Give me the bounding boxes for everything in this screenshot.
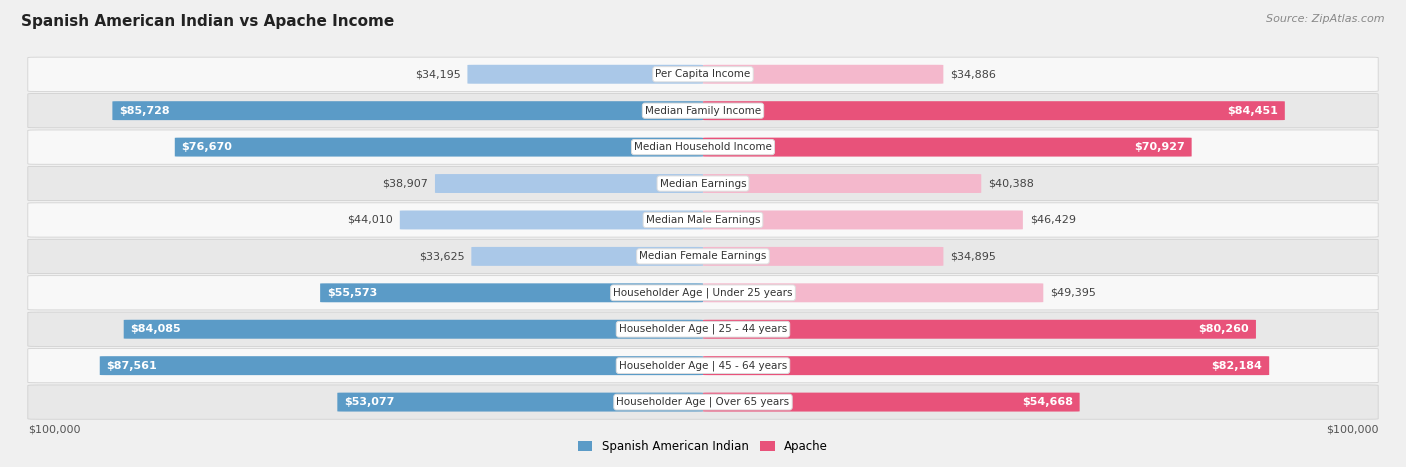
Text: $34,895: $34,895 bbox=[950, 251, 997, 262]
Legend: Spanish American Indian, Apache: Spanish American Indian, Apache bbox=[574, 436, 832, 458]
FancyBboxPatch shape bbox=[703, 65, 943, 84]
Text: $85,728: $85,728 bbox=[120, 106, 170, 116]
FancyBboxPatch shape bbox=[703, 356, 1270, 375]
Text: $80,260: $80,260 bbox=[1198, 324, 1249, 334]
FancyBboxPatch shape bbox=[28, 203, 1378, 237]
Text: $44,010: $44,010 bbox=[347, 215, 392, 225]
Text: $70,927: $70,927 bbox=[1135, 142, 1185, 152]
Text: $34,195: $34,195 bbox=[415, 69, 461, 79]
FancyBboxPatch shape bbox=[100, 356, 703, 375]
Text: Householder Age | Over 65 years: Householder Age | Over 65 years bbox=[616, 397, 790, 407]
FancyBboxPatch shape bbox=[28, 130, 1378, 164]
Text: Householder Age | Under 25 years: Householder Age | Under 25 years bbox=[613, 288, 793, 298]
FancyBboxPatch shape bbox=[28, 385, 1378, 419]
Text: $40,388: $40,388 bbox=[988, 178, 1033, 189]
Text: Median Male Earnings: Median Male Earnings bbox=[645, 215, 761, 225]
FancyBboxPatch shape bbox=[28, 348, 1378, 383]
Text: Householder Age | 25 - 44 years: Householder Age | 25 - 44 years bbox=[619, 324, 787, 334]
Text: $82,184: $82,184 bbox=[1212, 361, 1263, 371]
Text: $87,561: $87,561 bbox=[107, 361, 157, 371]
FancyBboxPatch shape bbox=[703, 393, 1080, 411]
FancyBboxPatch shape bbox=[174, 138, 703, 156]
Text: Spanish American Indian vs Apache Income: Spanish American Indian vs Apache Income bbox=[21, 14, 394, 29]
Text: Median Household Income: Median Household Income bbox=[634, 142, 772, 152]
FancyBboxPatch shape bbox=[321, 283, 703, 302]
FancyBboxPatch shape bbox=[28, 276, 1378, 310]
Text: Householder Age | 45 - 64 years: Householder Age | 45 - 64 years bbox=[619, 361, 787, 371]
FancyBboxPatch shape bbox=[703, 211, 1024, 229]
FancyBboxPatch shape bbox=[28, 312, 1378, 347]
Text: $38,907: $38,907 bbox=[382, 178, 427, 189]
FancyBboxPatch shape bbox=[703, 320, 1256, 339]
FancyBboxPatch shape bbox=[28, 57, 1378, 92]
FancyBboxPatch shape bbox=[28, 239, 1378, 274]
Text: $100,000: $100,000 bbox=[28, 425, 80, 435]
FancyBboxPatch shape bbox=[703, 174, 981, 193]
Text: $49,395: $49,395 bbox=[1050, 288, 1097, 298]
Text: Source: ZipAtlas.com: Source: ZipAtlas.com bbox=[1267, 14, 1385, 24]
Text: $55,573: $55,573 bbox=[328, 288, 377, 298]
Text: $76,670: $76,670 bbox=[181, 142, 232, 152]
Text: Median Female Earnings: Median Female Earnings bbox=[640, 251, 766, 262]
FancyBboxPatch shape bbox=[471, 247, 703, 266]
Text: Median Family Income: Median Family Income bbox=[645, 106, 761, 116]
Text: Per Capita Income: Per Capita Income bbox=[655, 69, 751, 79]
Text: $100,000: $100,000 bbox=[1326, 425, 1378, 435]
FancyBboxPatch shape bbox=[28, 166, 1378, 201]
FancyBboxPatch shape bbox=[434, 174, 703, 193]
Text: $53,077: $53,077 bbox=[344, 397, 395, 407]
FancyBboxPatch shape bbox=[28, 93, 1378, 128]
FancyBboxPatch shape bbox=[399, 211, 703, 229]
Text: $34,886: $34,886 bbox=[950, 69, 995, 79]
FancyBboxPatch shape bbox=[703, 101, 1285, 120]
Text: $46,429: $46,429 bbox=[1029, 215, 1076, 225]
FancyBboxPatch shape bbox=[703, 247, 943, 266]
FancyBboxPatch shape bbox=[703, 283, 1043, 302]
FancyBboxPatch shape bbox=[112, 101, 703, 120]
Text: $84,451: $84,451 bbox=[1227, 106, 1278, 116]
FancyBboxPatch shape bbox=[337, 393, 703, 411]
FancyBboxPatch shape bbox=[703, 138, 1192, 156]
Text: Median Earnings: Median Earnings bbox=[659, 178, 747, 189]
Text: $54,668: $54,668 bbox=[1022, 397, 1073, 407]
FancyBboxPatch shape bbox=[467, 65, 703, 84]
FancyBboxPatch shape bbox=[124, 320, 703, 339]
Text: $33,625: $33,625 bbox=[419, 251, 464, 262]
Text: $84,085: $84,085 bbox=[131, 324, 181, 334]
